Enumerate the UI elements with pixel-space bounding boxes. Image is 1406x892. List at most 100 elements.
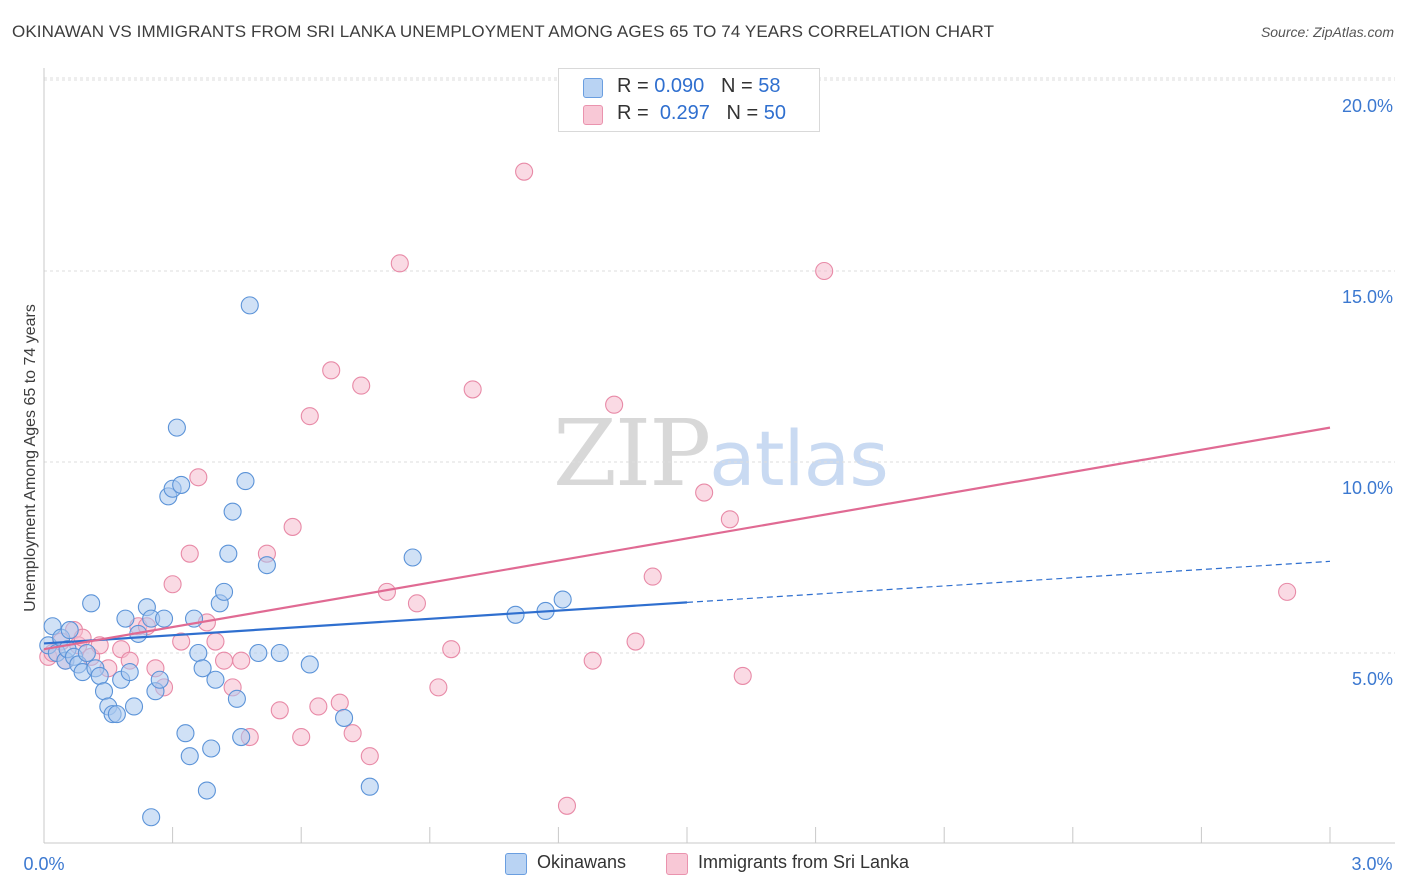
sri-lanka-point: [442, 640, 461, 659]
sri-lanka-point: [390, 254, 409, 273]
r-label: R =: [617, 102, 649, 124]
sri-lanka-point: [322, 361, 341, 380]
legend-row-text: R = 0.297 N = 50: [617, 102, 786, 125]
n-value: 58: [758, 75, 781, 97]
sri-lanka-point: [626, 632, 645, 651]
okinawan-point: [77, 643, 96, 663]
r-value: 0.090: [654, 75, 705, 97]
okinawan-point: [189, 643, 208, 663]
sri-lanka-point: [283, 517, 302, 536]
okinawan-point: [227, 689, 246, 708]
okinawan-point: [214, 582, 234, 601]
sri-lanka-point: [330, 693, 349, 712]
okinawan-point: [150, 670, 169, 689]
sri-lanka-point: [583, 651, 602, 670]
sri-lanka-point: [214, 651, 234, 670]
okinawan-point: [167, 418, 186, 437]
okinawan-point: [154, 609, 174, 628]
legend-swatch-pink: [583, 105, 603, 125]
okinawan-point: [90, 666, 109, 685]
y-axis-label: Unemployment Among Ages 65 to 74 years: [22, 304, 39, 612]
sri-lanka-point: [206, 632, 225, 651]
okinawan-point: [94, 682, 114, 701]
legend-swatch-blue: [505, 853, 527, 875]
okinawan-point: [257, 556, 276, 575]
okinawan-point: [249, 643, 268, 663]
sri-lanka-point: [1278, 582, 1297, 601]
okinawan-point: [124, 697, 144, 716]
sri-lanka-point: [360, 747, 379, 766]
okinawan-point: [172, 475, 191, 494]
okinawan-point: [270, 643, 289, 663]
sri-lanka-trend-line: [43, 426, 1331, 651]
correlation-legend: R = 0.090 N = 58 R = 0.297 N = 50: [558, 68, 820, 132]
legend-row-text: R = 0.090 N = 58: [617, 75, 780, 98]
okinawan-point: [223, 502, 242, 521]
sri-lanka-point: [309, 697, 328, 716]
okinawan-point: [116, 609, 135, 628]
y-tick-label: 10.0%: [1342, 478, 1393, 498]
okinawan-point: [60, 621, 79, 640]
sri-lanka-point: [352, 376, 371, 395]
okinawan-trend-line-extension: [686, 560, 1331, 603]
sri-lanka-point: [463, 380, 482, 399]
okinawan-point: [236, 472, 255, 491]
sri-lanka-point: [189, 468, 208, 487]
legend-swatch-pink: [666, 853, 688, 875]
okinawan-point: [142, 808, 161, 827]
watermark: ZIPatlas: [553, 400, 889, 507]
watermark-atlas: atlas: [709, 414, 889, 503]
okinawan-point: [120, 663, 139, 682]
r-label: R =: [617, 75, 649, 97]
watermark-zip: ZIP: [553, 400, 711, 507]
okinawan-point: [193, 659, 212, 678]
sri-lanka-point: [695, 483, 714, 502]
legend-label: Okinawans: [537, 852, 627, 872]
sri-lanka-point: [180, 544, 199, 563]
sri-lanka-point: [557, 796, 577, 815]
okinawan-point: [202, 739, 221, 758]
sri-lanka-point: [429, 678, 448, 697]
okinawan-trend-line: [43, 601, 688, 645]
sri-lanka-point: [172, 632, 191, 651]
n-label: N =: [720, 75, 753, 97]
y-tick-label: 5.0%: [1352, 669, 1393, 689]
sri-lanka-point: [720, 510, 739, 529]
y-tick-label: 15.0%: [1342, 287, 1393, 307]
sri-lanka-point: [270, 701, 289, 720]
sri-lanka-point: [605, 395, 624, 414]
n-value: 50: [763, 102, 787, 124]
sri-lanka-point: [232, 651, 251, 670]
y-tick-label: 20.0%: [1342, 96, 1393, 116]
sri-lanka-point: [300, 407, 319, 426]
x-tick-label: 0.0%: [23, 854, 64, 874]
sri-lanka-point: [292, 727, 311, 747]
sri-lanka-point: [343, 724, 362, 743]
okinawan-point: [206, 670, 225, 689]
okinawan-point: [180, 747, 199, 766]
legend-label: Immigrants from Sri Lanka: [698, 852, 910, 872]
x-tick-label: 3.0%: [1351, 854, 1392, 874]
okinawan-point: [107, 705, 126, 724]
sri-lanka-point: [515, 162, 534, 181]
n-label: N =: [726, 102, 759, 124]
okinawan-point: [403, 548, 422, 567]
legend-swatch-blue: [583, 78, 603, 98]
okinawan-point: [176, 724, 195, 743]
sri-lanka-point: [643, 567, 662, 586]
sri-lanka-point: [815, 261, 834, 281]
r-value: 0.297: [659, 102, 710, 124]
sri-lanka-point: [163, 575, 182, 594]
okinawan-point: [240, 296, 259, 315]
source-label: Source: ZipAtlas.com: [1260, 24, 1394, 40]
okinawan-point: [232, 727, 251, 747]
okinawan-point: [553, 590, 572, 609]
okinawan-point: [82, 594, 101, 613]
okinawan-point: [335, 708, 354, 727]
okinawan-point: [197, 781, 216, 800]
okinawan-point: [360, 777, 379, 796]
sri-lanka-point: [407, 594, 426, 613]
okinawan-point: [219, 544, 238, 563]
chart-title: OKINAWAN VS IMMIGRANTS FROM SRI LANKA UN…: [12, 22, 995, 41]
